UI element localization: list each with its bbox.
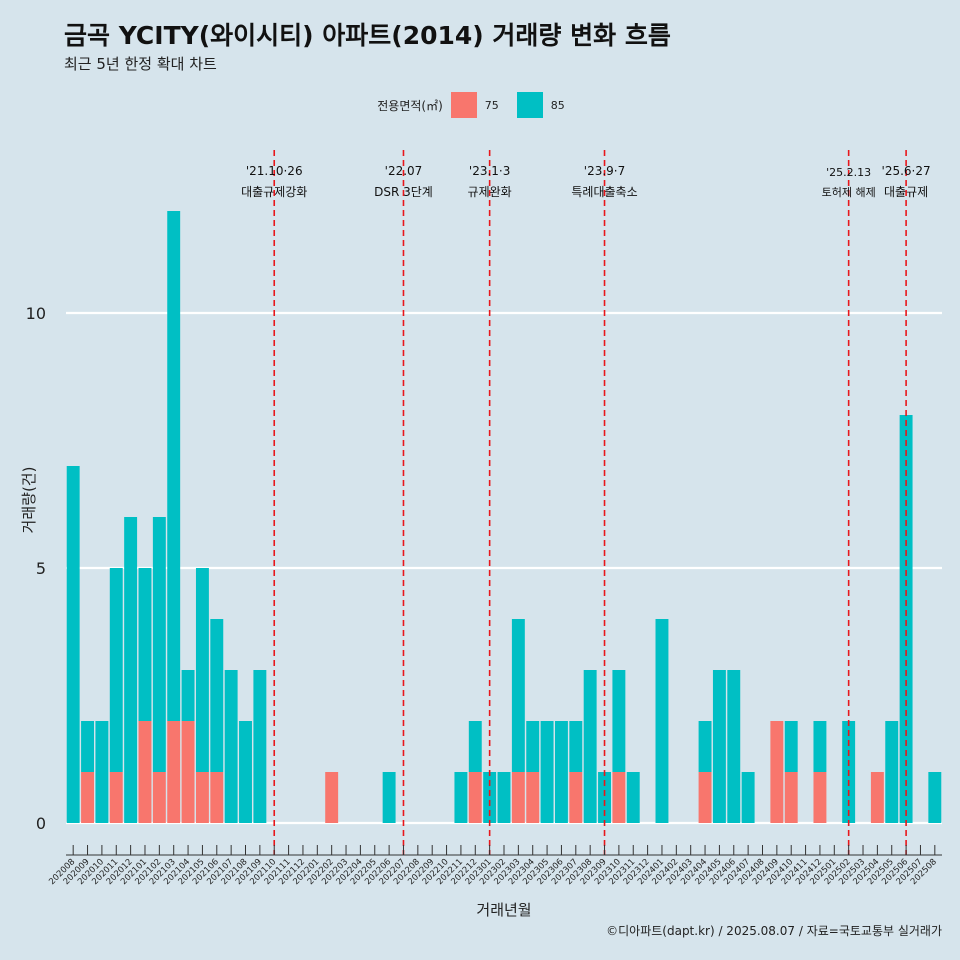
bar-85-202104: [181, 670, 195, 721]
bar-85-202103: [167, 211, 181, 721]
chart-title: 금곡 YCITY(와이시티) 아파트(2014) 거래량 변화 흐름: [64, 21, 671, 50]
event-label-202502: 토허제 해제: [822, 185, 876, 199]
event-label-202301: 규제완화: [468, 185, 512, 199]
bar-85-202106: [210, 619, 224, 772]
bar-85-202206: [382, 772, 396, 823]
bar-85-202311: [626, 772, 640, 823]
bar-85-202407: [741, 772, 755, 823]
bar-75-202011: [109, 772, 123, 823]
event-label-202207: DSR 3단계: [374, 185, 433, 199]
y-tick-label-0: 0: [36, 814, 46, 833]
y-tick-label-5: 5: [36, 559, 46, 578]
bar-85-202508: [928, 772, 942, 823]
bar-85-202303: [511, 619, 525, 772]
bar-75-202304: [526, 772, 540, 823]
legend-title: 전용면적(㎡): [377, 98, 443, 113]
event-date-202502: '25.2.13: [826, 166, 871, 179]
bar-85-202506: [899, 415, 913, 823]
bar-85-202102: [152, 517, 166, 772]
bar-85-202105: [195, 568, 209, 772]
legend-item-85: 85: [516, 92, 577, 118]
bar-75-202202: [325, 772, 339, 823]
event-date-202309: '23.9·7: [584, 164, 625, 178]
bar-85-202011: [109, 568, 123, 772]
bar-85-202108: [239, 721, 252, 823]
source-caption: ©디아파트(dapt.kr) / 2025.08.07 / 자료=국토교통부 실…: [606, 924, 942, 938]
y-axis-title: 거래량(건): [20, 467, 38, 534]
bar-75-202303: [511, 772, 525, 823]
bar-75-202102: [152, 772, 166, 823]
bar-75-202104: [181, 721, 195, 823]
legend-label-85: 85: [550, 98, 565, 112]
y-tick-label-10: 10: [26, 304, 46, 323]
bar-85-202404: [698, 721, 712, 772]
bar-75-202504: [870, 772, 884, 823]
bar-75-202310: [612, 772, 626, 823]
bar-85-202308: [583, 670, 597, 823]
event-date-202207: '22.07: [385, 164, 423, 178]
bar-75-202105: [195, 772, 209, 823]
bar-85-202310: [612, 670, 626, 772]
bar-75-202101: [138, 721, 152, 823]
bar-85-202107: [224, 670, 238, 823]
bar-85-202405: [712, 670, 726, 823]
event-date-202110: '21.10·26: [246, 164, 303, 178]
legend-item-75: 75: [450, 92, 511, 118]
event-date-202301: '23.1·3: [469, 164, 510, 178]
bar-85-202410: [784, 721, 798, 772]
bar-85-202306: [554, 721, 568, 823]
bar-85-202304: [526, 721, 540, 772]
event-label-202309: 특례대출축소: [571, 185, 637, 199]
bar-75-202307: [569, 772, 583, 823]
bar-75-202404: [698, 772, 712, 823]
bar-85-202302: [497, 772, 511, 823]
bar-85-202101: [138, 568, 152, 721]
bar-85-202401: [655, 619, 669, 823]
legend-swatch-75: [450, 92, 477, 118]
bar-75-202410: [784, 772, 798, 823]
bar-85-202012: [124, 517, 138, 823]
bar-85-202109: [253, 670, 267, 823]
legend: 전용면적(㎡) 75 85: [0, 92, 960, 118]
x-axis-title: 거래년월: [476, 901, 531, 919]
chart-subtitle: 최근 5년 한정 확대 차트: [64, 55, 217, 73]
bar-85-202412: [813, 721, 827, 772]
bar-85-202009: [81, 721, 95, 772]
bar-75-202212: [468, 772, 482, 823]
legend-label-75: 75: [484, 98, 499, 112]
bar-85-202211: [454, 772, 468, 823]
bar-75-202409: [770, 721, 784, 823]
bar-75-202412: [813, 772, 827, 823]
bar-85-202010: [95, 721, 109, 823]
bar-85-202307: [569, 721, 583, 772]
bar-85-202301: [483, 772, 497, 823]
bar-75-202106: [210, 772, 224, 823]
legend-swatch-85: [516, 92, 543, 118]
bar-85-202505: [885, 721, 899, 823]
bar-85-202406: [727, 670, 741, 823]
bar-85-202212: [468, 721, 482, 772]
event-date-202506: '25.6·27: [882, 164, 931, 178]
bar-85-202309: [598, 772, 611, 823]
bar-75-202009: [81, 772, 95, 823]
bar-75-202103: [167, 721, 181, 823]
bar-85-202008: [66, 466, 80, 823]
bar-85-202305: [540, 721, 554, 823]
event-label-202506: 대출규제: [884, 185, 928, 199]
event-label-202110: 대출규제강화: [241, 185, 307, 199]
